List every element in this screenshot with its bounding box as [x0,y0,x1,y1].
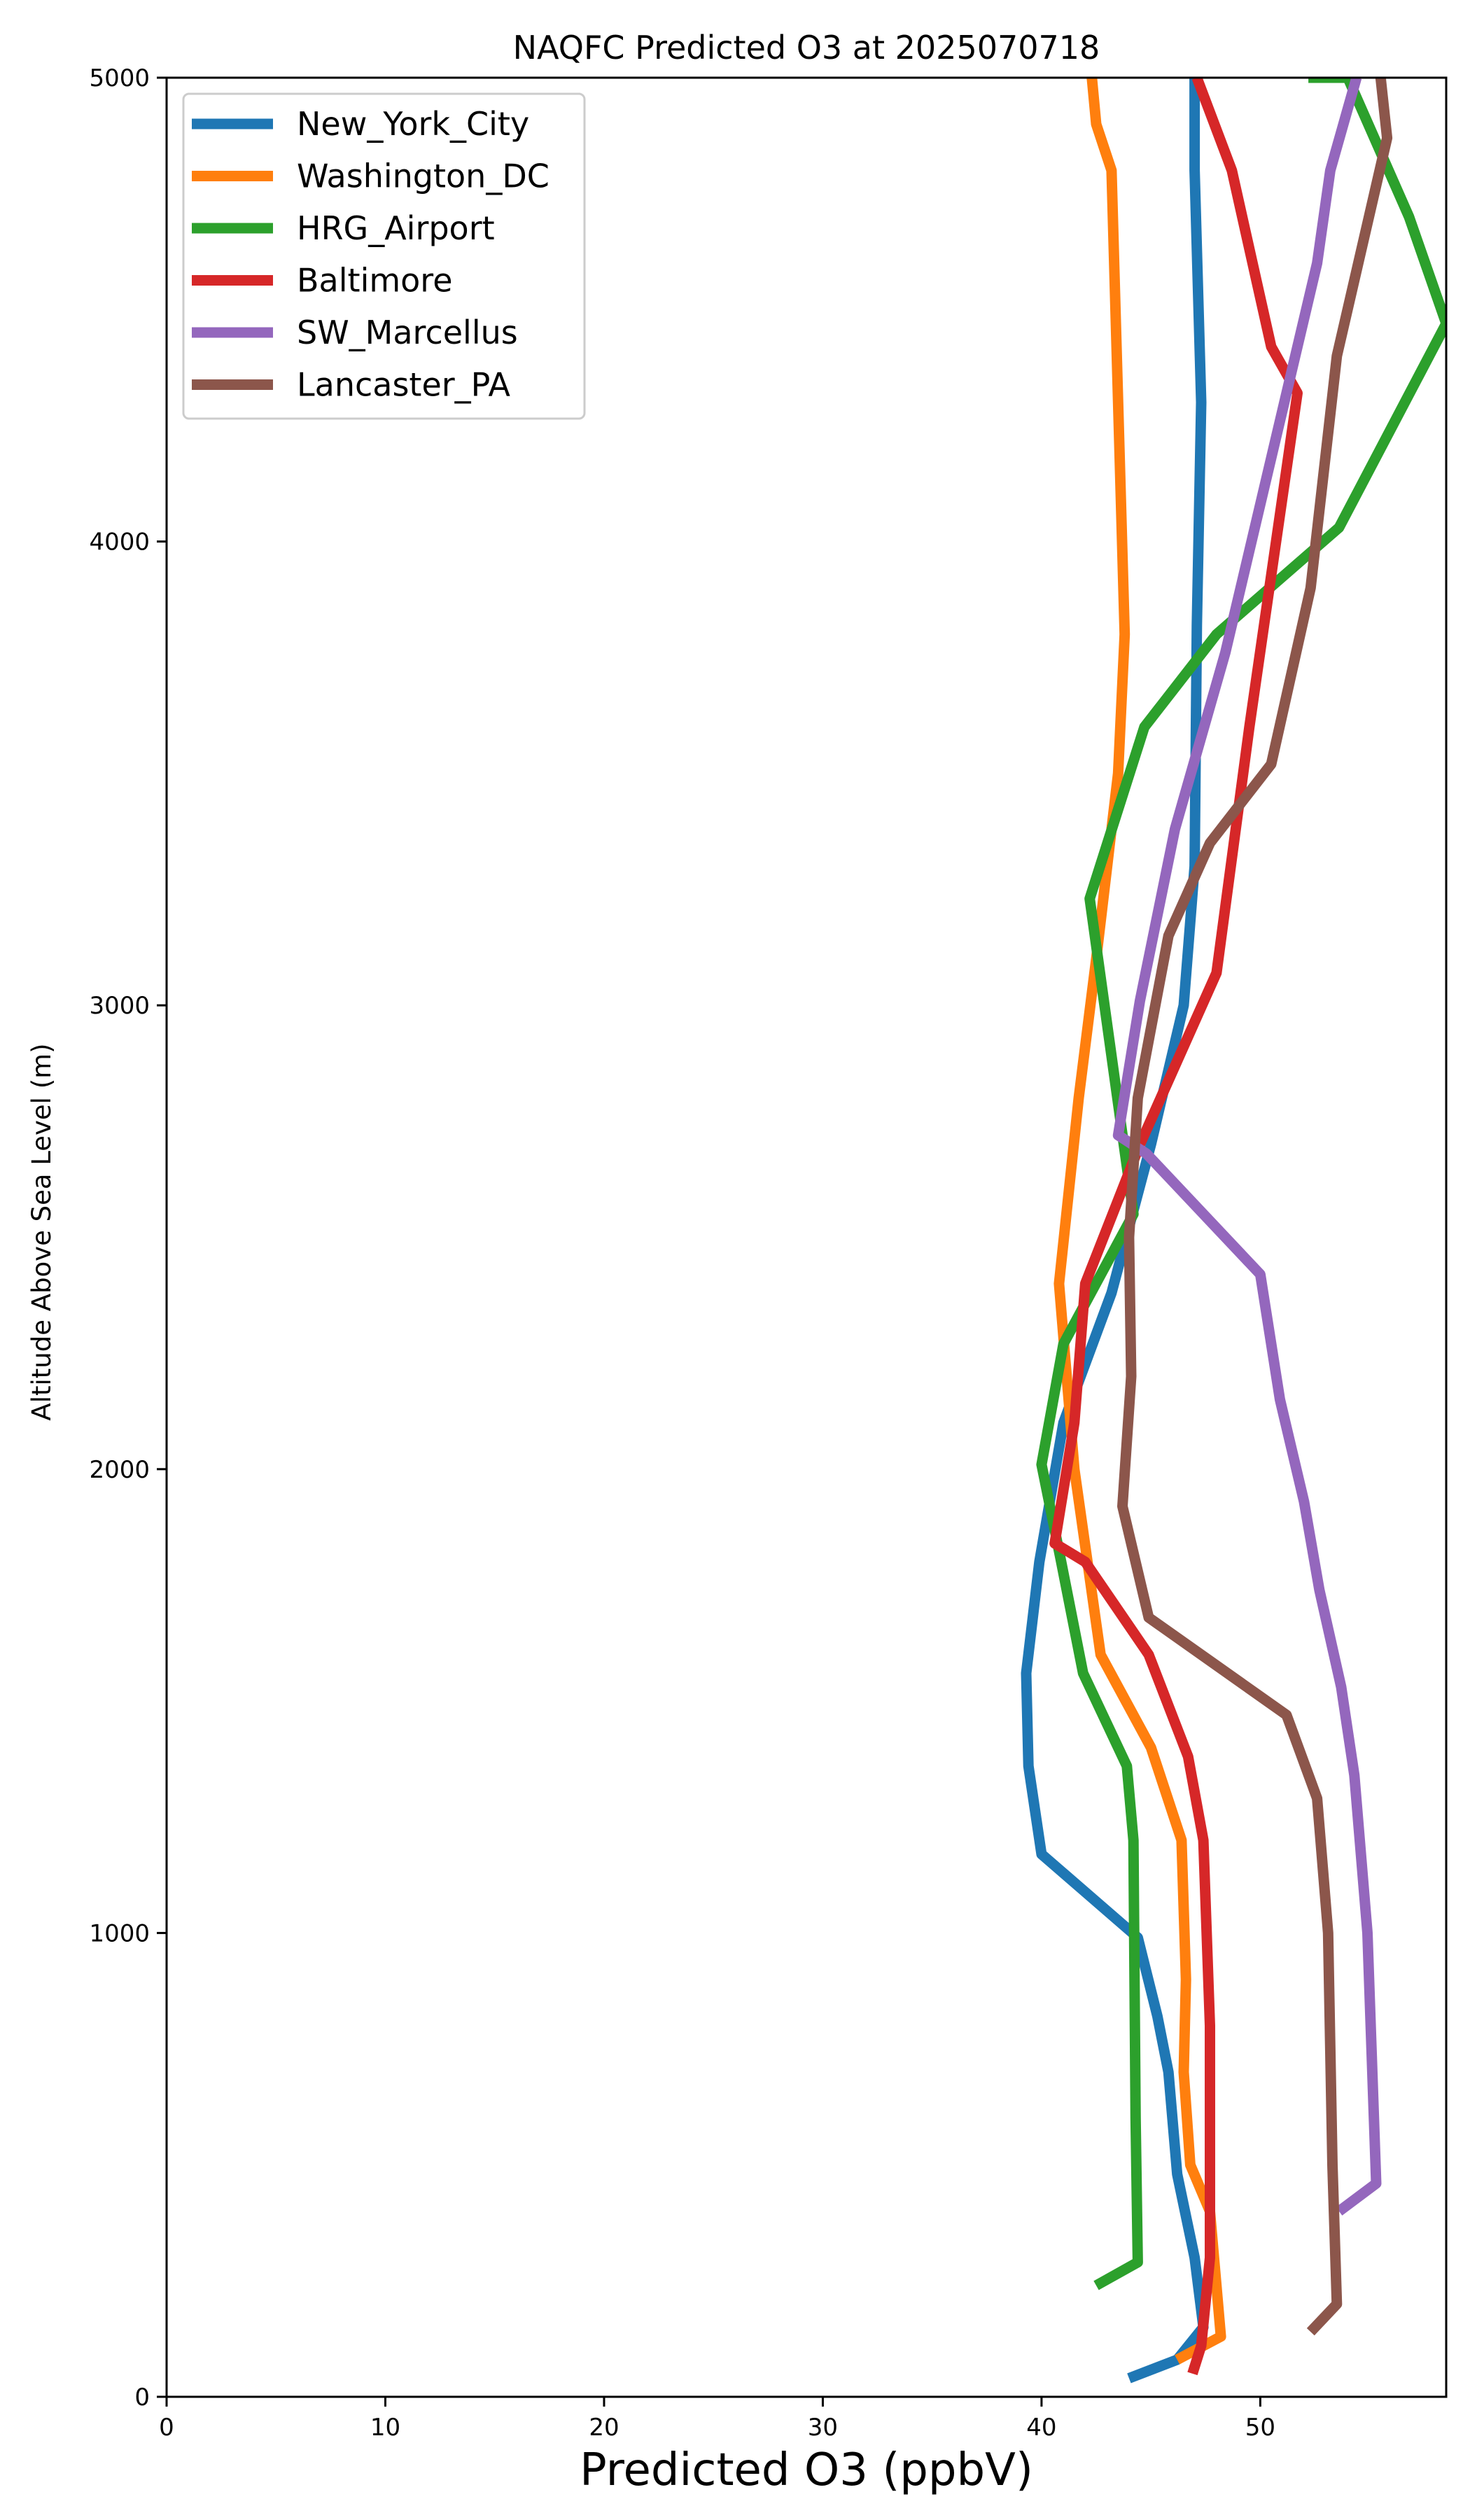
legend-label: Baltimore [297,262,453,300]
x-axis-label: Predicted O3 (ppbV) [580,2444,1033,2496]
axes-layer: 0 10 20 30 40 50 0 1000 2000 3000 4000 5000 [89,64,1275,2442]
y-axis-label: Altitude Above Sea Level (m) [27,1043,57,1420]
legend-label: HRG_Airport [297,209,495,247]
y-tick-label: 4000 [89,528,150,556]
series-line-new-york-city [1021,78,1209,2384]
legend-item-baltimore: Baltimore [192,262,453,300]
legend-item-lancaster-pa: Lancaster_PA [192,366,510,404]
legend-label: SW_Marcellus [297,314,518,351]
x-tick-label: 50 [1245,2414,1275,2442]
y-tick-label: 1000 [89,1919,150,1947]
legend-item-hrg-airport: HRG_Airport [192,209,495,247]
x-tick-label: 20 [589,2414,619,2442]
x-tick-label: 30 [808,2414,838,2442]
legend-item-washington-dc: Washington_DC [192,158,550,195]
x-tick-label: 10 [370,2414,400,2442]
chart-title: NAQFC Predicted O3 at 2025070718 [513,29,1100,66]
legend: New_York_City Washington_DC HRG_Airport Bal… [182,92,586,420]
legend-label: Washington_DC [297,158,550,195]
series-line-lancaster-pa [1117,78,1393,2336]
plot-frame [165,76,1448,2398]
series-line-washington-dc [1054,78,1226,2365]
y-tick-label: 3000 [89,992,150,1020]
legend-box [182,92,586,420]
legend-item-sw-marcellus: SW_Marcellus [192,314,518,351]
legend-label: Lancaster_PA [297,366,510,404]
legend-items: New_York_City Washington_DC HRG_Airport Bal… [192,105,550,404]
series-layer [1021,78,1446,2384]
legend-label: New_York_City [297,105,529,143]
x-tick-label: 0 [159,2414,174,2442]
legend-item-new-york-city: New_York_City [192,105,529,143]
x-tick-label: 40 [1026,2414,1056,2442]
y-tick-label: 2000 [89,1456,150,1484]
series-line-hrg-airport [1036,78,1446,2290]
series-line-sw-marcellus [1112,78,1382,2216]
y-tick-label: 5000 [89,64,150,92]
y-tick-label: 0 [134,2384,150,2412]
